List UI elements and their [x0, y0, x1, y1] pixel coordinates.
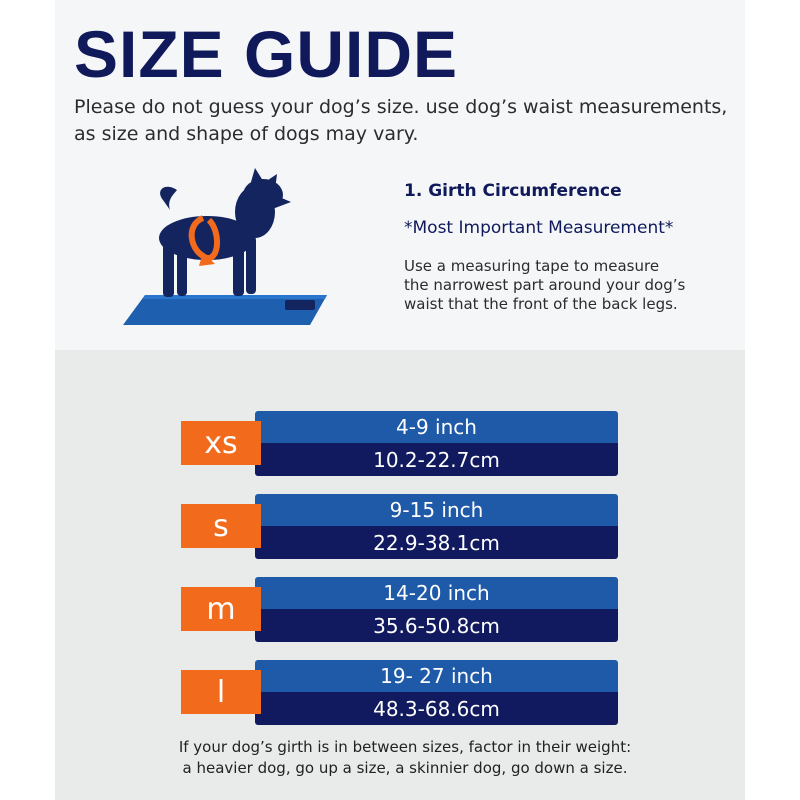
size-inch: 14-20 inch	[255, 577, 618, 609]
size-inch: 4-9 inch	[255, 411, 618, 443]
measurement-subheading: *Most Important Measurement*	[404, 218, 674, 238]
mat-edge	[143, 295, 327, 299]
mat	[123, 295, 327, 325]
measurement-heading: 1. Girth Circumference	[404, 181, 622, 201]
description-line: the narrowest part around your dog’s	[404, 276, 686, 294]
intro-line: as size and shape of dogs may vary.	[74, 123, 419, 145]
size-label: l	[181, 670, 261, 714]
dog	[159, 168, 291, 297]
dog-illustration	[123, 168, 327, 325]
arrow-head	[199, 252, 215, 266]
size-cm: 48.3-68.6cm	[255, 692, 618, 725]
footer-note: If your dog’s girth is in between sizes,…	[55, 737, 755, 779]
size-inch: 19- 27 inch	[255, 660, 618, 692]
size-cm: 35.6-50.8cm	[255, 609, 618, 642]
size-label: m	[181, 587, 261, 631]
size-label: xs	[181, 421, 261, 465]
description-line: Use a measuring tape to measure	[404, 257, 660, 275]
measurement-description: Use a measuring tape to measure the narr…	[404, 257, 685, 314]
size-label: s	[181, 504, 261, 548]
size-inch: 9-15 inch	[255, 494, 618, 526]
footer-line: If your dog’s girth is in between sizes,…	[178, 738, 632, 756]
title: SIZE GUIDE	[74, 17, 459, 91]
intro: Please do not guess your dog’s size. use…	[74, 94, 727, 148]
footer-line: a heavier dog, go up a size, a skinnier …	[182, 759, 628, 777]
description-line: waist that the front of the back legs.	[404, 295, 678, 313]
size-cm: 10.2-22.7cm	[255, 443, 618, 476]
intro-line: Please do not guess your dog’s size. use…	[74, 96, 728, 118]
mat-pad	[285, 300, 315, 310]
size-cm: 22.9-38.1cm	[255, 526, 618, 559]
